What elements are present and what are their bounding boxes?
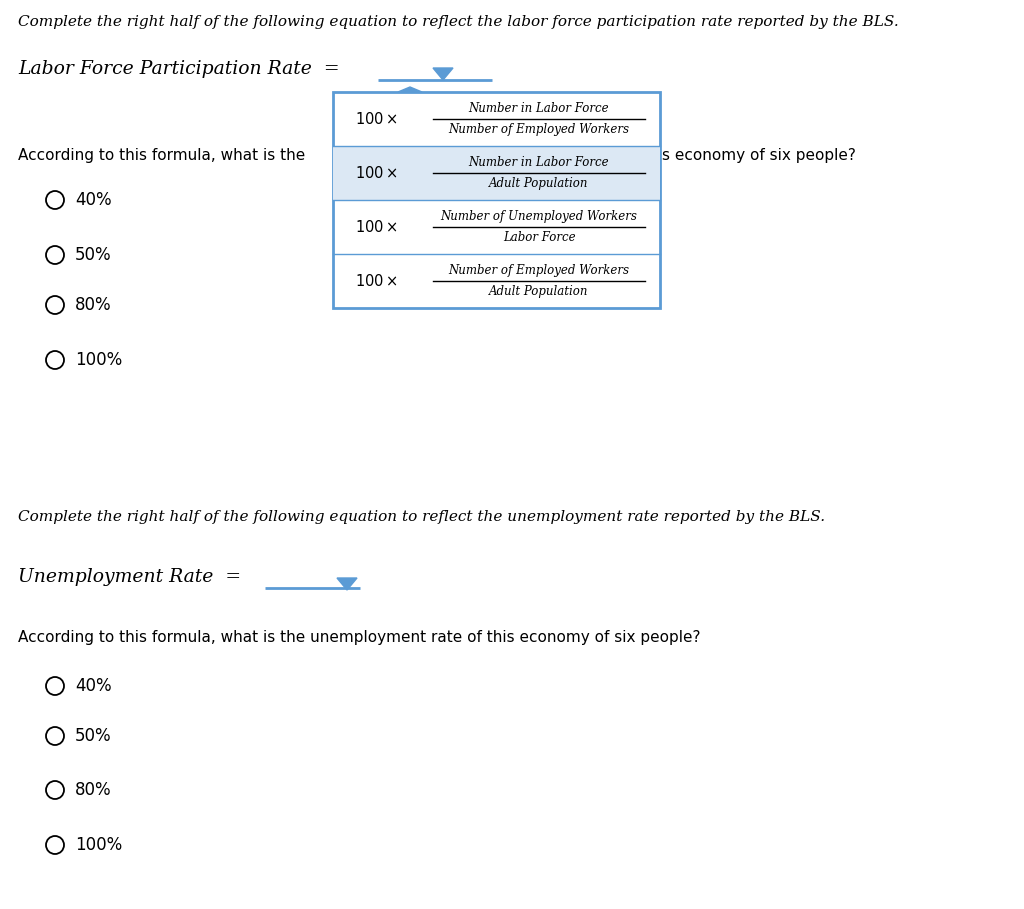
Polygon shape [433,68,453,80]
Text: Number of Employed Workers: Number of Employed Workers [449,123,630,136]
Text: Complete the right half of the following equation to reflect the labor force par: Complete the right half of the following… [18,15,899,29]
Bar [333,92,660,308]
Text: Unemployment Rate  =: Unemployment Rate = [18,568,241,586]
Text: $100 \times$: $100 \times$ [355,165,398,181]
Polygon shape [337,578,357,590]
Text: 40%: 40% [75,191,112,209]
Text: 80%: 80% [75,781,112,799]
Text: Number of Employed Workers: Number of Employed Workers [449,264,630,277]
Text: 50%: 50% [75,246,112,264]
Text: 100%: 100% [75,836,122,854]
Text: Number of Unemployed Workers: Number of Unemployed Workers [440,210,637,223]
Text: $100 \times$: $100 \times$ [355,273,398,289]
Text: Labor Force Participation Rate  =: Labor Force Participation Rate = [18,60,340,78]
Text: 100%: 100% [75,351,122,369]
Text: Labor Force: Labor Force [503,231,575,244]
Text: 80%: 80% [75,296,112,314]
Bar [333,146,660,200]
Text: 50%: 50% [75,727,112,745]
Text: According to this formula, what is the unemployment rate of this economy of six : According to this formula, what is the u… [18,630,700,645]
Text: Adult Population: Adult Population [489,177,589,190]
Text: Number in Labor Force: Number in Labor Force [469,102,609,115]
Text: Adult Population: Adult Population [489,285,589,298]
Text: 40%: 40% [75,677,112,695]
Text: s economy of six people?: s economy of six people? [662,148,856,163]
Text: Complete the right half of the following equation to reflect the unemployment ra: Complete the right half of the following… [18,510,825,524]
Text: $100 \times$: $100 \times$ [355,219,398,235]
Text: $100 \times$: $100 \times$ [355,111,398,127]
Polygon shape [398,87,422,92]
Text: According to this formula, what is the: According to this formula, what is the [18,148,305,163]
Text: Number in Labor Force: Number in Labor Force [469,156,609,169]
